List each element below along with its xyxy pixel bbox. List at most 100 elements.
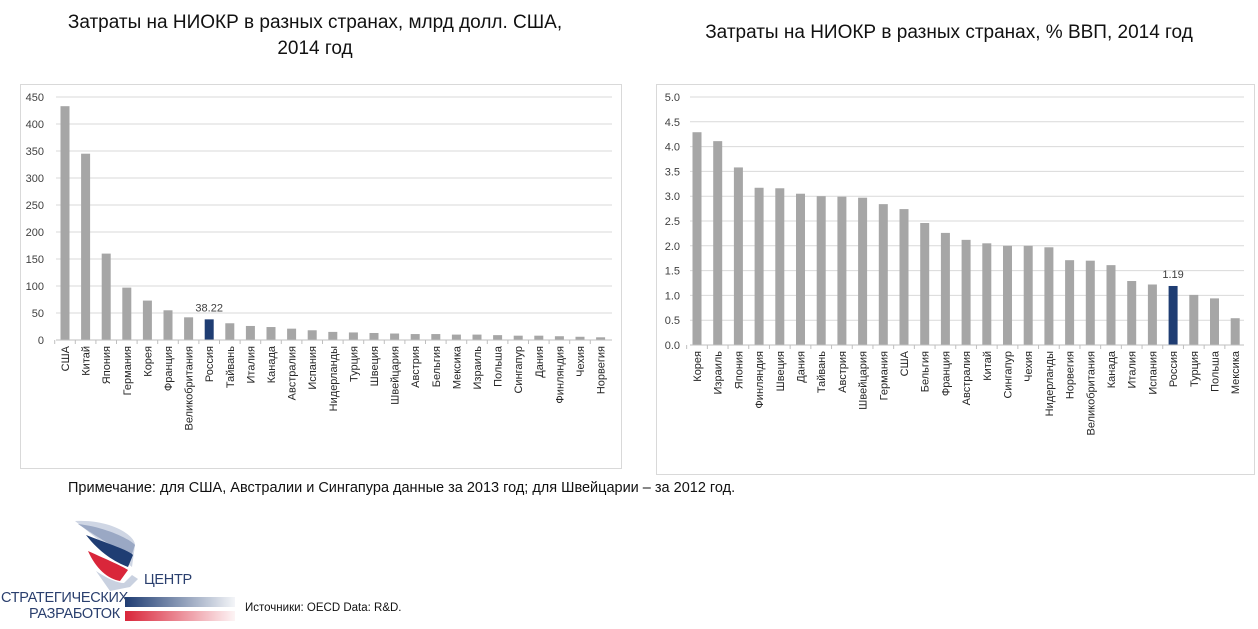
bar [1044, 247, 1054, 345]
bar [410, 334, 420, 340]
x-category-label: Нидерланды [328, 346, 340, 411]
bar [961, 239, 971, 345]
x-category-label: Норвегия [1065, 351, 1077, 399]
bar [534, 335, 544, 340]
bar [472, 334, 482, 340]
x-category-label: Мексика [451, 345, 463, 389]
bar [60, 106, 70, 341]
y-tick-label: 0.5 [665, 315, 680, 327]
y-tick-label: 150 [26, 254, 44, 266]
x-category-label: Япония [101, 346, 113, 384]
x-category-label: Израиль [472, 346, 484, 390]
x-category-label: Финляндия [554, 346, 566, 404]
y-tick-label: 4.5 [665, 117, 680, 129]
x-category-label: Турция [1189, 351, 1201, 387]
x-category-label: Россия [1168, 351, 1180, 387]
bar [1230, 318, 1240, 345]
bar [307, 330, 317, 340]
y-tick-label: 5.0 [665, 92, 680, 104]
bar [596, 337, 606, 340]
bar [1210, 298, 1219, 345]
bar [1106, 265, 1116, 345]
bar [142, 300, 152, 340]
x-category-label: Франция [163, 346, 175, 391]
chart-title-left-line1: Затраты на НИОКР в разных странах, млрд … [67, 12, 563, 33]
footnote: Примечание: для США, Австралии и Сингапу… [68, 480, 736, 496]
x-category-label: Китай [982, 351, 994, 381]
x-category-label: Норвегия [596, 346, 608, 394]
x-category-label: Корея [692, 351, 704, 382]
bar [369, 332, 379, 340]
bar [575, 336, 585, 340]
bar [493, 335, 503, 340]
x-category-label: Бельгия [431, 346, 443, 387]
x-category-label: Италия [1127, 351, 1139, 389]
logo-csr: ЦЕНТР СТРАТЕГИЧЕСКИХ РАЗРАБОТОК [0, 515, 240, 624]
bar [1189, 294, 1199, 345]
x-category-label: Тайвань [816, 351, 828, 393]
bar [733, 167, 743, 345]
x-category-label: Япония [733, 351, 745, 389]
x-category-label: Дания [796, 351, 808, 383]
x-category-label: Дания [534, 346, 546, 378]
bar [775, 188, 785, 345]
bar [122, 287, 132, 340]
x-category-label: Россия [204, 346, 216, 382]
x-category-label: Великобритания [184, 346, 196, 431]
y-tick-label: 3.5 [665, 166, 680, 178]
bar [266, 327, 276, 340]
bar [796, 193, 805, 345]
x-category-label: Великобритания [1085, 351, 1097, 436]
bar [328, 331, 338, 340]
bar [431, 334, 441, 340]
y-tick-label: 0.0 [665, 340, 680, 352]
y-tick-label: 2.0 [665, 241, 680, 253]
x-category-label: Сингапур [513, 346, 525, 394]
x-category-label: Сингапур [1003, 351, 1015, 399]
x-category-label: Израиль [713, 351, 725, 395]
x-category-label: Австрия [410, 346, 422, 388]
chart-title-right: Затраты на НИОКР в разных странах, % ВВП… [705, 22, 1193, 43]
x-category-label: Австралия [287, 346, 299, 400]
y-tick-label: 400 [26, 119, 44, 131]
bar [754, 187, 764, 345]
bar [101, 253, 111, 340]
x-category-label: Швейцария [390, 346, 402, 405]
bar [1085, 260, 1095, 345]
x-category-label: Китай [81, 346, 93, 376]
bar [858, 197, 868, 345]
x-category-label: Польша [1210, 350, 1222, 392]
x-category-label: Тайвань [225, 346, 237, 388]
bar [692, 132, 702, 345]
x-category-label: Швейцария [858, 351, 870, 410]
source-citation: Источники: OECD Data: R&D. [245, 602, 402, 614]
logo-text-center: ЦЕНТР [144, 572, 192, 588]
x-category-label: Канада [1106, 350, 1118, 388]
bar [245, 325, 255, 340]
chart-title-left: Затраты на НИОКР в разных странах, млрд … [0, 10, 630, 62]
bar [225, 323, 235, 340]
bar [163, 310, 173, 340]
x-category-label: Австралия [961, 351, 973, 405]
y-tick-label: 1.5 [665, 266, 680, 278]
x-category-label: Германия [878, 351, 890, 400]
y-tick-label: 450 [26, 92, 44, 104]
bar [1147, 284, 1157, 345]
x-category-label: Испания [307, 346, 319, 390]
x-category-label: Чехия [575, 346, 587, 377]
bar [1003, 245, 1012, 345]
bar [940, 232, 950, 345]
x-category-label: Бельгия [920, 351, 932, 392]
bar-highlight-russia [204, 319, 214, 340]
x-category-label: Корея [142, 346, 154, 377]
bar [81, 153, 91, 340]
x-category-label: США [60, 345, 72, 371]
y-tick-label: 50 [32, 308, 44, 320]
bar [837, 196, 847, 345]
bar [1023, 245, 1033, 345]
bar [390, 333, 400, 340]
y-tick-label: 300 [26, 173, 44, 185]
y-tick-label: 0 [38, 335, 44, 347]
bar [1127, 281, 1137, 345]
